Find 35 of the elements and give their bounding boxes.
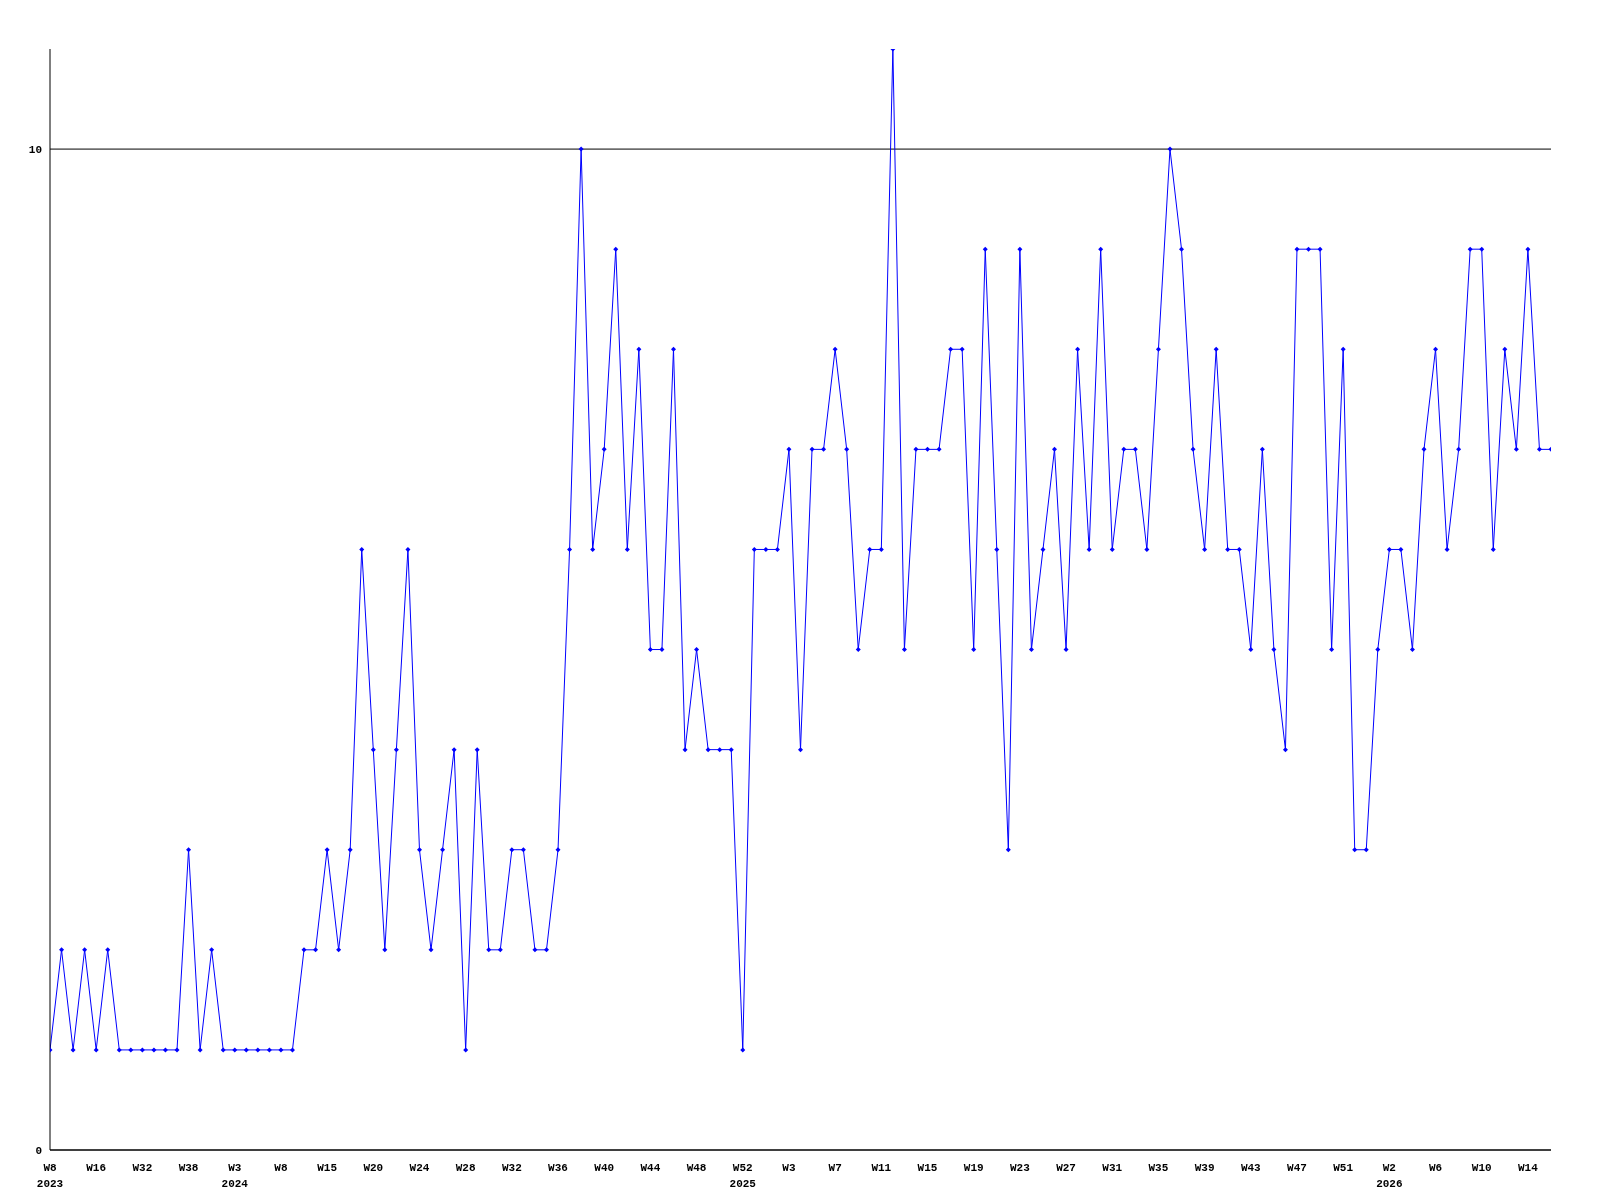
y-tick-label: 10	[28, 144, 42, 156]
x-tick-label: W47	[1287, 1162, 1307, 1175]
x-tick-label: W8 2023	[36, 1162, 64, 1191]
x-tick-label: W38	[178, 1162, 199, 1175]
x-tick-label: W48	[686, 1162, 707, 1175]
x-tick-label: W32	[132, 1162, 153, 1175]
x-tick-label: W6	[1428, 1162, 1443, 1175]
x-tick-label: W39	[1194, 1162, 1215, 1175]
x-tick-label: W23	[1009, 1162, 1031, 1175]
x-tick-label: W32	[501, 1162, 522, 1175]
x-tick-label: W3 2024	[221, 1162, 249, 1191]
x-tick-label: W36	[548, 1162, 568, 1175]
x-tick-label: W15	[317, 1162, 338, 1175]
y-tick-label: 0	[35, 1144, 42, 1157]
x-tick-label: W43	[1240, 1162, 1262, 1175]
x-tick-label: W27	[1056, 1162, 1076, 1175]
x-tick-label: W35	[1148, 1162, 1169, 1175]
x-tick-label: W3	[782, 1162, 796, 1175]
x-tick-label: W10	[1471, 1162, 1492, 1175]
x-tick-label: W51	[1333, 1162, 1354, 1175]
x-tick-label: W24	[409, 1162, 430, 1175]
x-tick-label: W16	[86, 1162, 107, 1175]
x-tick-label: W7	[828, 1162, 842, 1175]
x-tick-label: W28	[455, 1162, 476, 1175]
x-tick-label: W19	[963, 1162, 984, 1175]
x-tick-label: W14	[1518, 1162, 1539, 1175]
x-tick-label: W11	[871, 1162, 892, 1175]
x-tick-label: W31	[1102, 1162, 1123, 1175]
x-tick-label: W40	[594, 1162, 615, 1175]
x-tick-label: W20	[363, 1162, 384, 1175]
x-tick-label: W2 2026	[1376, 1162, 1403, 1191]
x-tick-label: W8	[274, 1162, 288, 1175]
x-tick-label: W15	[917, 1162, 938, 1175]
x-tick-label: W44	[640, 1162, 661, 1175]
x-tick-label: W52 2025	[729, 1162, 757, 1191]
